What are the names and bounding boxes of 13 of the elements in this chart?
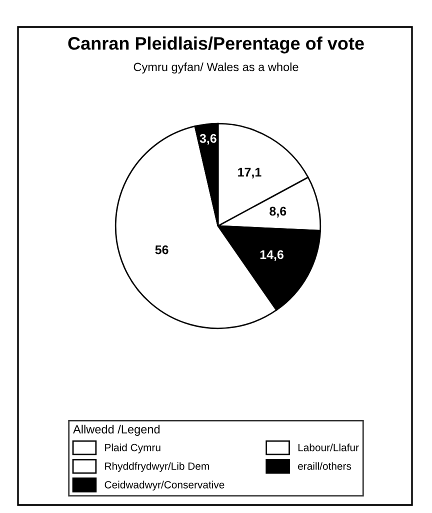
legend-label: eraill/others — [298, 462, 352, 470]
legend-label: Labour/Llafur — [298, 444, 359, 452]
data-label: 8,6 — [270, 206, 286, 218]
data-label: 3,6 — [200, 134, 216, 145]
legend-label: Plaid Cymru — [105, 444, 160, 454]
legend-label: Rhyddfrydwyr/Lib Dem — [105, 462, 209, 472]
legend-label: Ceidwadwyr/Conservative — [104, 480, 224, 491]
data-label: 14,6 — [260, 250, 284, 261]
legend-title: Allwedd /Legend — [73, 424, 160, 436]
data-label: 56 — [155, 245, 168, 254]
chart-subtitle: Cymru gyfan/ Wales as a whole — [134, 62, 298, 74]
data-label: 17,1 — [238, 168, 262, 178]
chart-title: Canran Pleidlais/Perentage of vote — [68, 36, 364, 54]
